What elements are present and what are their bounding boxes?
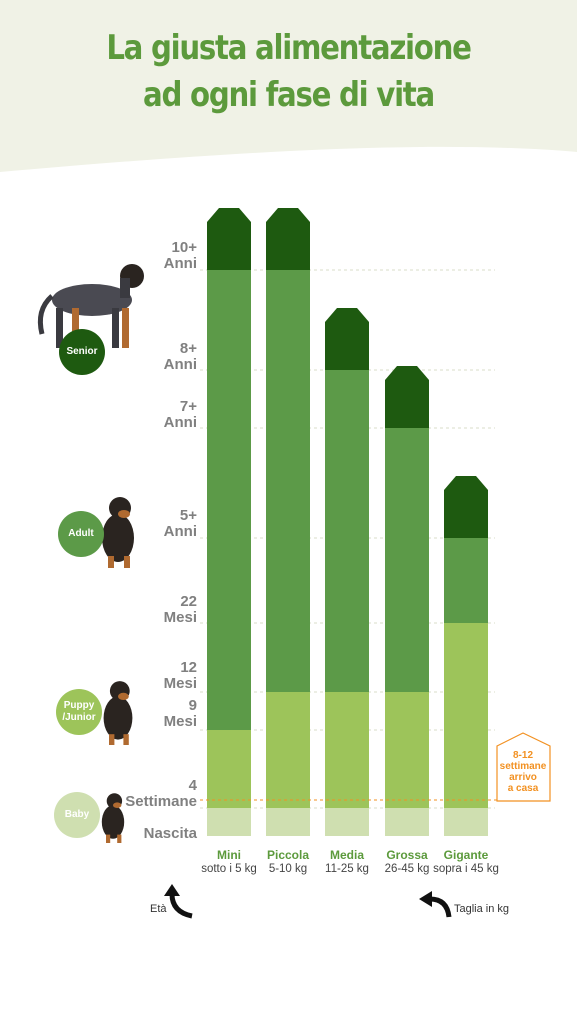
arrival-badge-line-0: 8-12 (513, 750, 533, 761)
page-title-line-2: ad ogni fase di vita (143, 75, 435, 115)
y-tick-unit: Mesi (163, 675, 197, 692)
bar-baby-grossa (385, 808, 429, 836)
bar-adult-grossa (385, 428, 429, 692)
y-tick-unit: Anni (163, 356, 197, 373)
bar-senior-grossa (385, 366, 429, 428)
dog-adult-illustration (102, 497, 134, 568)
y-tick-text: 12 (180, 659, 197, 676)
y-tick-unit: Anni (163, 255, 197, 272)
bar-group-gigante (444, 476, 488, 836)
y-tick-text: 5+ (179, 507, 197, 524)
size-arrowhead-icon (419, 891, 432, 907)
y-tick-unit: Mesi (163, 609, 197, 626)
page-title-line-1: La giusta alimentazione (106, 28, 472, 68)
y-tick-label-4: 22 Mesi (164, 594, 197, 626)
bar-puppy-mini (207, 730, 251, 808)
bar-group-piccola (266, 208, 310, 836)
stage-badge-senior: Senior (59, 329, 105, 375)
bar-group-mini (207, 208, 251, 836)
y-tick-label-0: Nascita (144, 826, 197, 842)
y-tick-label-3: 12 Mesi (164, 660, 197, 692)
bar-group-grossa (385, 366, 429, 836)
y-tick-unit: Settimane (125, 793, 197, 810)
bar-puppy-gigante (444, 623, 488, 808)
bar-baby-gigante (444, 808, 488, 836)
y-tick-text: 9 (188, 697, 197, 714)
arrival-badge-line-1: settimane (500, 761, 547, 772)
bar-puppy-media (325, 692, 369, 808)
y-tick-text: Nascita (143, 825, 197, 842)
dog-senior-illustration (37, 264, 144, 348)
bar-baby-piccola (266, 808, 310, 836)
category-label-media: Media (329, 848, 364, 862)
y-tick-text: 7+ (179, 398, 197, 415)
y-tick-label-6: 7+ Anni (164, 399, 197, 431)
y-tick-text: 8+ (179, 340, 197, 357)
stage-badge-baby: Baby (54, 792, 100, 838)
category-weight-gigante: sopra i 45 kg (433, 863, 499, 875)
bar-adult-media (325, 370, 369, 692)
category-weight-piccola: 5-10 kg (268, 863, 308, 875)
category-weight-grossa: 26-45 kg (384, 863, 430, 875)
y-tick-unit: Mesi (163, 713, 197, 730)
stage-badge-adult: Adult (58, 511, 104, 557)
age-arrow-icon (169, 893, 193, 919)
category-weight-media: 11-25 kg (325, 863, 369, 875)
dog-baby-illustration (101, 793, 125, 843)
size-arrow-icon (429, 896, 452, 918)
y-tick-text: 22 (180, 593, 197, 610)
age-axis-label: Età (150, 903, 167, 915)
arrival-badge-line-2: arrivo (509, 772, 537, 783)
bar-baby-media (325, 808, 369, 836)
category-label-piccola: Piccola (266, 848, 310, 862)
bar-group-media (325, 308, 369, 836)
category-label-gigante: Gigante (443, 848, 489, 862)
category-weight-mini: sotto i 5 kg (201, 863, 257, 875)
y-tick-label-2: 9 Mesi (164, 698, 197, 730)
category-label-grossa: Grossa (386, 848, 428, 862)
y-tick-text: 10+ (171, 239, 197, 256)
bar-adult-mini (207, 270, 251, 730)
y-tick-label-1: 4 Settimane (125, 778, 197, 810)
dog-puppy-illustration (103, 681, 133, 745)
y-tick-unit: Anni (163, 414, 197, 431)
arrival-badge-line-3: a casa (508, 783, 539, 794)
y-tick-label-8: 10+ Anni (164, 240, 197, 272)
bar-baby-mini (207, 808, 251, 836)
y-tick-unit: Anni (163, 523, 197, 540)
category-label-mini: Mini (217, 848, 241, 862)
header-background (0, 0, 577, 172)
bar-adult-piccola (266, 270, 310, 692)
y-tick-text: 4 (188, 777, 197, 794)
y-tick-label-5: 5+ Anni (164, 508, 197, 540)
bar-puppy-piccola (266, 692, 310, 808)
arrival-badge (496, 732, 551, 802)
bar-puppy-grossa (385, 692, 429, 808)
bar-adult-gigante (444, 538, 488, 623)
age-arrowhead-icon (164, 884, 180, 896)
bar-senior-piccola (266, 208, 310, 270)
stage-badge-puppy: Puppy /Junior (56, 689, 102, 735)
size-axis-label: Taglia in kg (454, 903, 510, 915)
y-tick-label-7: 8+ Anni (164, 341, 197, 373)
bar-senior-mini (207, 208, 251, 270)
bar-senior-media (325, 308, 369, 370)
bar-senior-gigante (444, 476, 488, 538)
